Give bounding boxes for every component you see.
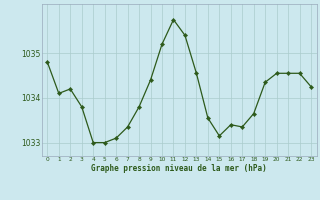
X-axis label: Graphe pression niveau de la mer (hPa): Graphe pression niveau de la mer (hPa)	[91, 164, 267, 173]
